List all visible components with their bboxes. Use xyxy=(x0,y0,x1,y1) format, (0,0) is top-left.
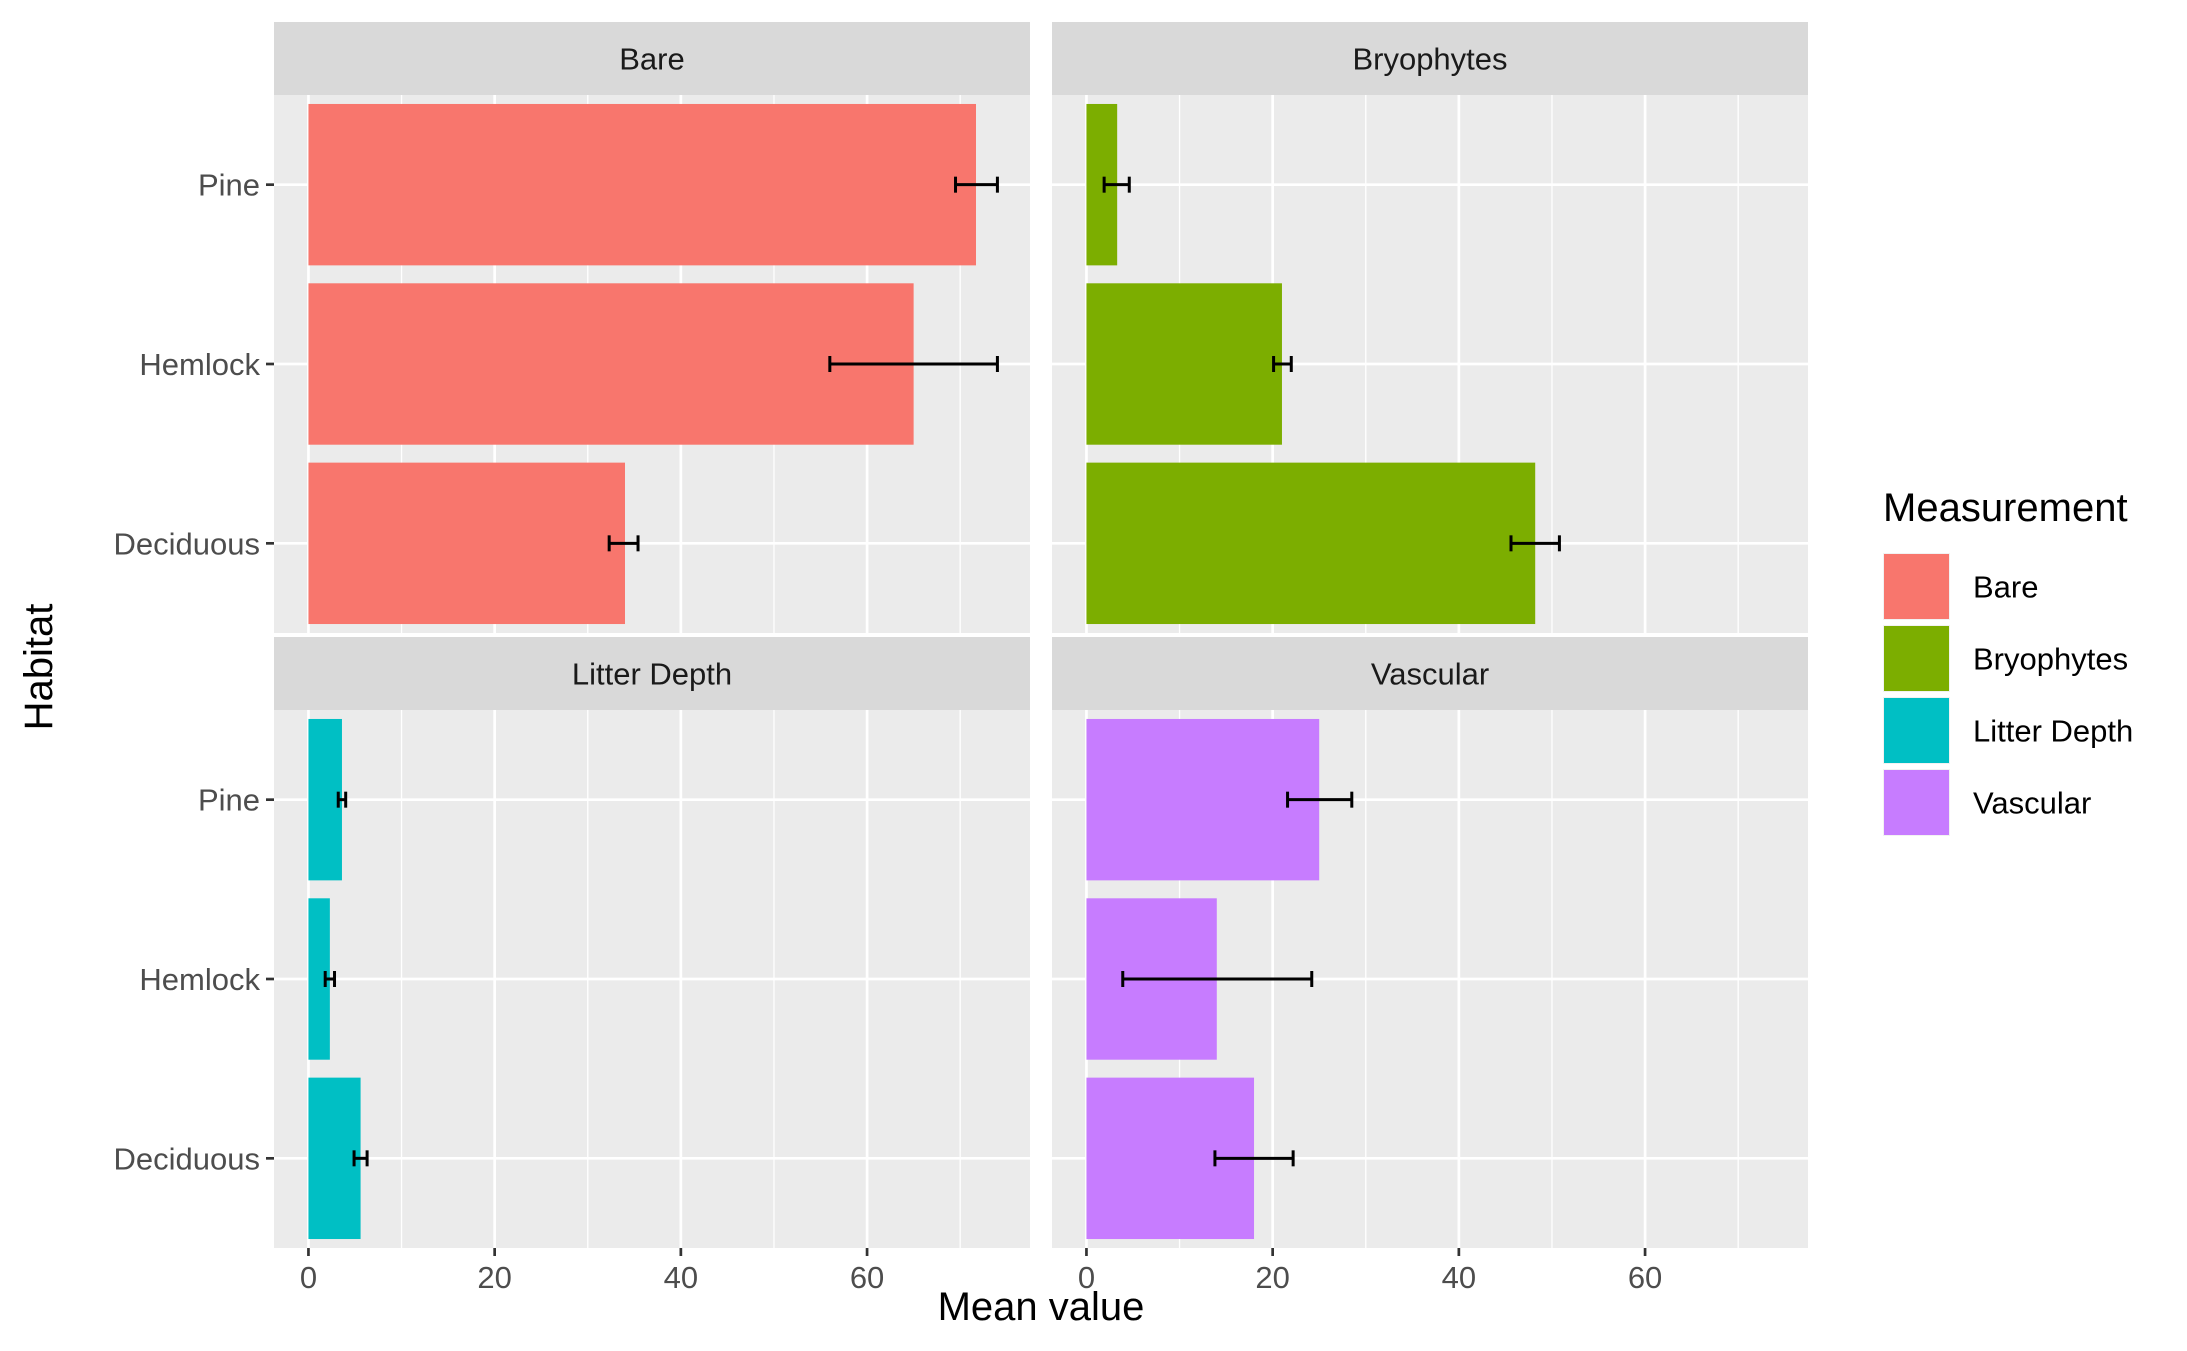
y-tick-label-deciduous: Deciduous xyxy=(114,1141,260,1176)
error-bar-vascular-pine xyxy=(1286,791,1354,808)
y-axis-title: Habitat xyxy=(17,604,61,731)
x-tick-label: 40 xyxy=(1442,1260,1476,1295)
bar-bare-pine xyxy=(308,103,977,266)
bar-vascular-pine xyxy=(1086,718,1320,881)
bar-bryophytes-hemlock xyxy=(1086,283,1282,445)
facet-panel-litter-depth: Litter Depth xyxy=(274,637,1030,1248)
error-bar-litter-depth-pine xyxy=(336,791,348,808)
legend-label: Litter Depth xyxy=(1973,714,2133,749)
bar-bare-deciduous xyxy=(308,462,625,625)
facet-panel-bryophytes: Bryophytes xyxy=(1052,22,1808,633)
legend: Measurement Bare Bryophytes Litter Depth Va… xyxy=(1883,486,2133,836)
facet-strip-litter-depth xyxy=(274,637,1030,710)
bar-litter-depth-deciduous xyxy=(308,1077,361,1240)
y-tick-label-deciduous: Deciduous xyxy=(114,526,260,561)
y-tick-label-hemlock: Hemlock xyxy=(139,962,260,997)
facet-strip-bryophytes xyxy=(1052,22,1808,95)
error-bar-bare-pine xyxy=(954,176,999,193)
bar-litter-depth-hemlock xyxy=(308,898,330,1060)
x-tick-label: 0 xyxy=(1078,1260,1095,1295)
facet-panel-bare: Bare xyxy=(274,22,1030,633)
bar-bryophytes-deciduous xyxy=(1086,462,1536,625)
bar-litter-depth-pine xyxy=(308,718,342,881)
error-bar-bryophytes-hemlock xyxy=(1272,356,1293,372)
legend-key-swatch xyxy=(1884,698,1949,763)
legend-item-bare: Bare xyxy=(1883,553,2038,620)
legend-item-vascular: Vascular xyxy=(1883,769,2091,836)
legend-key-swatch xyxy=(1884,770,1949,835)
x-tick-label: 60 xyxy=(850,1260,884,1295)
facet-strip-label-vascular: Vascular xyxy=(1371,657,1489,692)
error-bar-bare-deciduous xyxy=(607,535,640,552)
y-tick-label-hemlock: Hemlock xyxy=(139,347,260,382)
facet-strip-label-litter-depth: Litter Depth xyxy=(572,657,732,692)
bar-bare-hemlock xyxy=(308,283,914,445)
x-tick-label: 20 xyxy=(477,1260,511,1295)
error-bar-vascular-deciduous xyxy=(1213,1150,1295,1167)
facet-strip-vascular xyxy=(1052,637,1808,710)
x-tick-label: 40 xyxy=(664,1260,698,1295)
error-bar-bare-hemlock xyxy=(828,356,999,372)
error-bar-litter-depth-deciduous xyxy=(352,1150,369,1167)
error-bar-bryophytes-deciduous xyxy=(1509,535,1561,552)
axes: Deciduous Hemlock Pine Deciduous Hemlock Pine… xyxy=(114,168,1663,1295)
facet-strip-bare xyxy=(274,22,1030,95)
legend-key-swatch xyxy=(1884,554,1949,619)
legend-key-swatch xyxy=(1884,626,1949,691)
x-tick-label: 60 xyxy=(1628,1260,1662,1295)
legend-label: Bare xyxy=(1973,570,2038,605)
y-tick-label-pine: Pine xyxy=(198,783,260,818)
legend-item-litter-depth: Litter Depth xyxy=(1883,697,2133,764)
legend-title: Measurement xyxy=(1883,486,2128,530)
y-tick-label-pine: Pine xyxy=(198,168,260,203)
legend-label: Bryophytes xyxy=(1973,642,2128,677)
facet-panels: Bare Bryophytes Litter Depth Vascular xyxy=(274,22,1808,1248)
x-axis-title: Mean value xyxy=(938,1285,1145,1329)
error-bar-litter-depth-hemlock xyxy=(323,971,337,987)
error-bar-vascular-hemlock xyxy=(1121,971,1314,987)
facet-strip-label-bare: Bare xyxy=(619,42,684,77)
error-bar-bryophytes-pine xyxy=(1102,176,1131,193)
legend-item-bryophytes: Bryophytes xyxy=(1883,625,2128,692)
facet-strip-label-bryophytes: Bryophytes xyxy=(1352,42,1507,77)
x-tick-label: 20 xyxy=(1255,1260,1289,1295)
facet-panel-vascular: Vascular xyxy=(1052,637,1808,1248)
x-tick-label: 0 xyxy=(300,1260,317,1295)
legend-label: Vascular xyxy=(1973,786,2091,821)
